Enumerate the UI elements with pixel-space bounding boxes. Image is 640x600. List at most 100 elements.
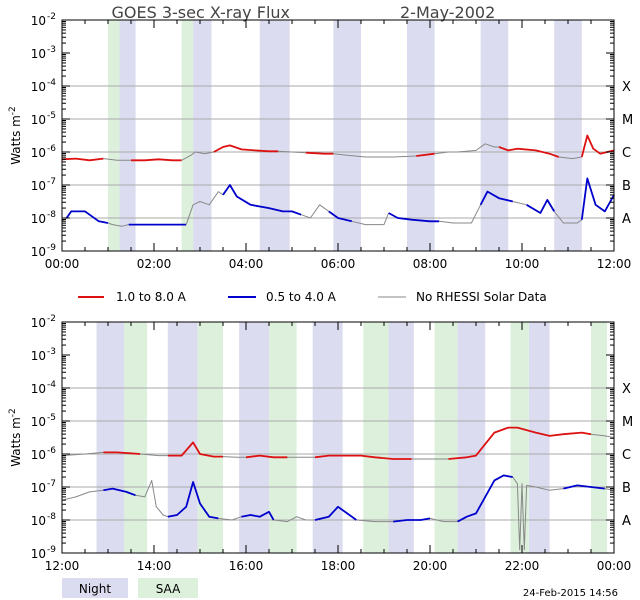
series-long-segment-2 xyxy=(140,453,168,457)
saa-band-2 xyxy=(269,322,297,553)
saa-band-4 xyxy=(434,322,458,553)
series-short-segment-5 xyxy=(241,510,275,521)
series-long-segment-4 xyxy=(222,456,246,458)
series-long-segment-7 xyxy=(333,153,417,158)
y-tick-exponent-6: -8 xyxy=(47,512,56,522)
series-long-segment-1 xyxy=(103,451,141,455)
y-tick-exponent-7: -9 xyxy=(47,243,56,253)
night-band-3 xyxy=(312,322,343,553)
series-long-segment-1 xyxy=(103,158,131,161)
legend-saa-swatch xyxy=(138,578,198,598)
y-tick-label-0: 10 xyxy=(31,14,46,28)
series-short-segment-7 xyxy=(328,210,353,223)
series-short-segment-9 xyxy=(388,212,440,223)
legend-night-swatch xyxy=(62,578,128,598)
x-tick-label-3: 18:00 xyxy=(321,559,356,573)
series-short-segment-1 xyxy=(65,210,109,224)
class-label-C: C xyxy=(622,146,631,161)
class-label-X: X xyxy=(622,80,631,95)
night-band-3 xyxy=(333,20,361,251)
y-axis-label-exponent: -2 xyxy=(8,106,18,115)
y-tick-label-6: 10 xyxy=(31,212,46,226)
series-short-segment-14 xyxy=(553,211,583,224)
saa-band-1 xyxy=(197,322,223,553)
class-label-A: A xyxy=(622,514,631,529)
night-band-2 xyxy=(239,322,269,553)
series-legend: 1.0 to 8.0 A 0.5 to 4.0 A No RHESSI Sola… xyxy=(78,290,547,304)
class-label-C: C xyxy=(622,448,631,463)
series-short-segment-15 xyxy=(580,177,615,220)
x-tick-label-1: 14:00 xyxy=(137,559,172,573)
y-tick-exponent-2: -4 xyxy=(47,78,56,88)
y-tick-label-3: 10 xyxy=(31,113,46,127)
series-long-segment-8 xyxy=(416,152,435,157)
series-short-segment-5 xyxy=(222,184,302,216)
series-long-segment-0 xyxy=(61,157,104,162)
y-tick-label-5: 10 xyxy=(31,179,46,193)
series-short-segment-13 xyxy=(526,198,555,214)
y-tick-label-0: 10 xyxy=(31,316,46,330)
series-short-segment-4 xyxy=(218,516,242,521)
series-long-segment-5 xyxy=(278,150,306,154)
y-tick-exponent-5: -7 xyxy=(47,177,56,187)
series-short-segment-11 xyxy=(479,190,514,206)
y-tick-exponent-1: -3 xyxy=(47,347,56,357)
series-long-segment-10 xyxy=(498,146,560,158)
series-long-segment-7 xyxy=(314,454,412,460)
series-short-segment-3 xyxy=(167,481,219,520)
saa-band-5 xyxy=(510,322,529,553)
night-band-4 xyxy=(384,322,414,553)
class-label-B: B xyxy=(622,481,631,496)
y-tick-label-1: 10 xyxy=(31,349,46,363)
series-long-segment-3 xyxy=(181,151,214,161)
series-short-segment-1 xyxy=(103,487,136,497)
night-band-1 xyxy=(193,20,212,251)
series-short-segment-9 xyxy=(393,517,431,523)
series-long-segment-9 xyxy=(434,143,499,155)
night-band-0 xyxy=(119,20,136,251)
y-tick-exponent-0: -2 xyxy=(47,12,56,22)
saa-band-0 xyxy=(108,20,120,251)
y-tick-label-5: 10 xyxy=(31,481,46,495)
y-tick-exponent-6: -8 xyxy=(47,210,56,220)
x-tick-label-5: 10:00 xyxy=(505,257,540,271)
saa-band-0 xyxy=(124,322,148,553)
series-short-segment-12 xyxy=(512,476,564,551)
series-short-segment-6 xyxy=(273,516,315,523)
y-tick-exponent-0: -2 xyxy=(47,314,56,324)
y-tick-exponent-3: -5 xyxy=(47,413,56,423)
x-tick-label-6: 00:00 xyxy=(597,559,632,573)
legend-label-long: 1.0 to 8.0 A xyxy=(116,290,187,304)
series-short-segment-11 xyxy=(457,474,513,523)
x-tick-label-0: 12:00 xyxy=(45,559,80,573)
x-tick-label-4: 20:00 xyxy=(413,559,448,573)
night-band-5 xyxy=(480,20,509,251)
legend-label-nodata: No RHESSI Solar Data xyxy=(416,290,547,304)
y-tick-exponent-7: -9 xyxy=(47,545,56,555)
legend-saa-label: SAA xyxy=(156,582,181,596)
series-long-segment-0 xyxy=(61,451,104,457)
plot-title: GOES 3-sec X-ray Flux xyxy=(112,3,291,22)
x-tick-label-3: 06:00 xyxy=(321,257,356,271)
y-tick-label-2: 10 xyxy=(31,80,46,94)
series-long-segment-3 xyxy=(167,441,223,458)
panel-1: X M C B A 00:00 02:00 04:00 06:00 08:00 10:00 12:00… xyxy=(8,12,633,271)
series-long-segment-12 xyxy=(580,134,615,158)
series-short-segment-8 xyxy=(356,519,394,523)
series-short-segment-7 xyxy=(314,505,357,521)
y-tick-exponent-4: -6 xyxy=(47,144,56,154)
night-band-4 xyxy=(407,20,435,251)
night-band-1 xyxy=(167,322,198,553)
saa-band-6 xyxy=(591,322,608,553)
series-short-segment-10 xyxy=(429,517,458,523)
shade-legend: Night SAA xyxy=(62,578,198,598)
y-axis-label-exponent: -2 xyxy=(8,408,18,417)
x-tick-label-5: 22:00 xyxy=(505,559,540,573)
series-short-segment-12 xyxy=(512,201,527,206)
y-tick-label-3: 10 xyxy=(31,415,46,429)
night-band-6 xyxy=(554,20,582,251)
y-tick-label-7: 10 xyxy=(31,547,46,561)
y-tick-exponent-1: -3 xyxy=(47,45,56,55)
legend-night-label: Night xyxy=(79,582,112,596)
